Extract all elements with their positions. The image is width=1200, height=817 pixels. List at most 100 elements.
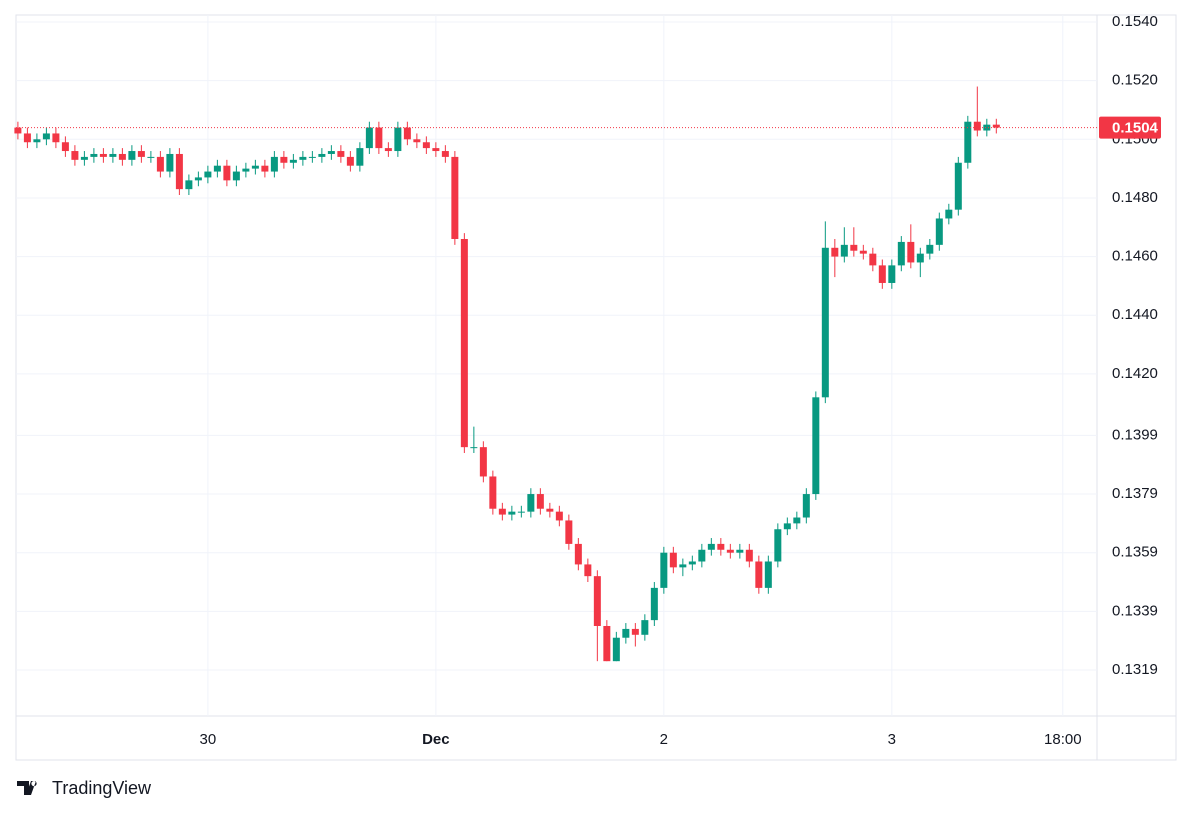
candle-body xyxy=(821,247,829,398)
candle-body xyxy=(802,494,810,518)
last-price-box xyxy=(1099,116,1161,139)
candle-body xyxy=(926,244,934,254)
candle xyxy=(308,151,316,163)
candle xyxy=(593,570,601,662)
candle xyxy=(251,159,259,175)
chart-frame xyxy=(15,14,1177,761)
candle-body xyxy=(80,156,88,160)
candle xyxy=(365,121,373,154)
candle-body xyxy=(33,139,41,143)
candle-body xyxy=(413,139,421,143)
candle xyxy=(802,488,810,524)
candle xyxy=(223,159,231,187)
candle-body xyxy=(109,153,117,157)
candle xyxy=(831,238,839,278)
candle-body xyxy=(441,151,449,157)
candle xyxy=(384,142,392,157)
candle xyxy=(527,488,535,518)
candle xyxy=(546,502,554,518)
y-tick-label: 0.1420 xyxy=(1112,365,1158,382)
candle-body xyxy=(812,397,820,495)
candle-body xyxy=(242,168,250,172)
candle-body xyxy=(166,153,174,172)
candle xyxy=(261,159,269,178)
candle xyxy=(821,221,829,404)
candle xyxy=(755,555,763,594)
candle-body xyxy=(156,156,164,172)
candle-body xyxy=(907,241,915,263)
candle-body xyxy=(375,127,383,149)
y-tick-label: 0.1379 xyxy=(1112,485,1158,502)
candle xyxy=(318,148,326,163)
candle-body xyxy=(755,561,763,588)
candle xyxy=(327,145,335,160)
y-tick-label: 0.1319 xyxy=(1112,661,1158,678)
candle xyxy=(204,165,212,184)
candle xyxy=(992,118,1000,134)
candle xyxy=(422,136,430,154)
candle-body xyxy=(964,121,972,163)
candle xyxy=(517,505,525,518)
candle-body xyxy=(432,148,440,152)
candle xyxy=(90,148,98,163)
candle xyxy=(983,118,991,137)
candle xyxy=(52,127,60,149)
candle-body xyxy=(175,153,183,190)
candle-body xyxy=(546,508,554,512)
candle xyxy=(916,247,924,278)
candle-body xyxy=(593,576,601,626)
candle xyxy=(508,505,516,521)
candle-body xyxy=(736,549,744,553)
candle-body xyxy=(707,543,715,550)
candle-body xyxy=(973,121,981,131)
candle-body xyxy=(289,159,297,163)
candle xyxy=(631,623,639,647)
candle xyxy=(346,151,354,172)
candle-body xyxy=(878,265,886,283)
candle xyxy=(270,151,278,178)
candle-body xyxy=(384,148,392,152)
candle-body xyxy=(888,265,896,283)
candle xyxy=(242,162,250,178)
candle xyxy=(584,558,592,583)
candle-body xyxy=(555,511,563,521)
candle-body xyxy=(631,628,639,635)
candle xyxy=(299,151,307,166)
candle xyxy=(14,121,22,140)
candle-body xyxy=(318,153,326,157)
candle-body xyxy=(299,156,307,160)
y-tick-label: 0.1460 xyxy=(1112,248,1158,265)
candle-body xyxy=(394,127,402,152)
candle-body xyxy=(859,250,867,254)
candle-body xyxy=(764,561,772,588)
candle xyxy=(622,623,630,644)
candle xyxy=(80,151,88,166)
candle-body xyxy=(660,552,668,588)
candle-body xyxy=(793,517,801,524)
candle-body xyxy=(137,151,145,157)
candle xyxy=(745,543,753,568)
candle xyxy=(973,86,981,137)
candle-body xyxy=(185,180,193,190)
candle-body xyxy=(261,165,269,172)
y-tick-label: 0.1540 xyxy=(1112,13,1158,30)
candle xyxy=(479,441,487,483)
candle-body xyxy=(99,153,107,157)
candle xyxy=(128,145,136,166)
candle xyxy=(907,224,915,269)
candle-body xyxy=(612,637,620,662)
candle-body xyxy=(897,241,905,266)
candle-body xyxy=(992,124,1000,128)
x-tick-label: 30 xyxy=(200,731,217,748)
candle-body xyxy=(669,552,677,568)
candle xyxy=(185,174,193,196)
candle-body xyxy=(194,177,202,181)
last-price-label: 0.1504 xyxy=(1112,120,1159,137)
candle xyxy=(356,142,364,172)
candle xyxy=(641,614,649,641)
candle-body xyxy=(840,244,848,257)
candle xyxy=(736,543,744,559)
candle-body xyxy=(783,523,791,530)
candle xyxy=(964,115,972,169)
